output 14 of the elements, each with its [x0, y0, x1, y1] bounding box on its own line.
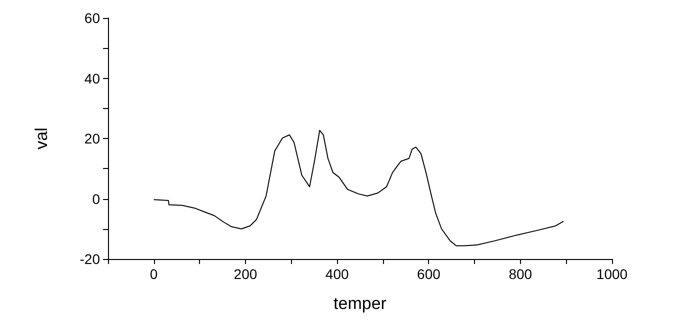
x-axis-title: temper [334, 294, 387, 313]
x-tick-label: 600 [417, 266, 441, 282]
x-tick-label: 0 [150, 266, 158, 282]
y-tick-label: 20 [84, 130, 100, 146]
y-tick-label: 0 [92, 190, 100, 207]
x-tick-label: 400 [325, 266, 349, 282]
y-tick-label: -20 [80, 251, 100, 267]
y-axis-title: val [32, 128, 51, 150]
line-series [153, 130, 564, 246]
x-tick-label: 200 [234, 266, 258, 282]
x-tick-label: 1000 [596, 266, 628, 282]
y-tick-label: 40 [84, 70, 100, 86]
y-tick-label: 60 [84, 10, 100, 26]
x-tick-label: 800 [508, 266, 532, 282]
